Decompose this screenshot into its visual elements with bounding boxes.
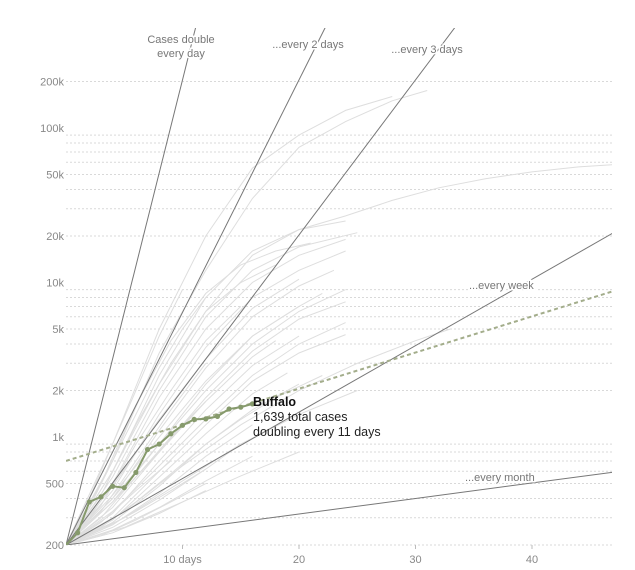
y-tick-label: 200k: [40, 77, 64, 89]
annotation-doubling-rate: doubling every 11 days: [253, 425, 381, 439]
highlight-data-point: [75, 530, 81, 536]
reference-line: [66, 28, 456, 545]
y-tick-label: 2k: [52, 386, 64, 398]
gridlines: 200 500 1k 2k 5k 10k 20k 50k 100k 200k 10 days 20 30…: [40, 77, 612, 566]
background-series-line: [66, 232, 358, 545]
background-series-line: [66, 220, 346, 545]
y-tick-label: 1k: [52, 432, 64, 444]
reference-line: [66, 233, 612, 545]
background-series-line: [66, 483, 207, 545]
highlight-data-point: [144, 446, 151, 453]
highlight-data-point: [238, 404, 244, 410]
reference-line-label: ...every 2 days: [272, 39, 344, 51]
background-series-line: [66, 451, 300, 545]
highlight-data-point: [214, 413, 221, 419]
x-tick-label: 30: [409, 554, 421, 566]
y-tick-label: 10k: [46, 278, 64, 290]
y-tick-label: 5k: [52, 324, 64, 336]
y-tick-label: 50k: [46, 170, 64, 182]
highlight-data-point: [203, 416, 209, 422]
highlight-data-point: [249, 401, 255, 407]
annotation-title: Buffalo: [253, 395, 296, 409]
x-tick-label: 10 days: [163, 554, 202, 566]
highlight-trend-line: [66, 290, 612, 462]
background-series-line: [66, 460, 172, 545]
annotation-total-cases: 1,639 total cases: [253, 410, 348, 424]
background-series-line: [66, 468, 207, 545]
background-series-line: [66, 383, 300, 545]
background-series-line: [66, 305, 300, 545]
background-series-line: [66, 375, 323, 545]
highlight-data-point: [121, 485, 127, 491]
background-series-line: [66, 96, 393, 545]
reference-line: [66, 471, 612, 545]
background-series-line: [66, 362, 207, 545]
reference-line-label: ...every month: [465, 472, 535, 484]
x-tick-label: 40: [526, 554, 538, 566]
highlight-data-point: [191, 416, 197, 423]
highlight-data-point: [156, 441, 162, 447]
reference-lines-group: [66, 28, 612, 545]
highlight-data-point: [98, 494, 104, 500]
background-series-line: [66, 289, 346, 545]
y-tick-label: 200: [46, 540, 64, 552]
highlight-data-point: [133, 469, 139, 476]
background-series-line: [66, 90, 428, 545]
reference-line-label: ...every week: [469, 280, 534, 292]
reference-line-label: ...every 3 days: [391, 44, 463, 56]
background-series-line: [66, 306, 242, 545]
reference-line: [66, 28, 197, 545]
y-tick-label: 20k: [46, 231, 64, 243]
highlight-data-point: [110, 483, 116, 489]
reference-line-label: every day: [157, 48, 205, 60]
highlight-data-point: [66, 542, 69, 545]
highlight-data-point: [168, 431, 174, 437]
highlight-series-group: [66, 290, 612, 545]
reference-line: [66, 28, 326, 545]
highlight-data-point: [226, 406, 232, 412]
reference-line-label: Cases double: [147, 34, 214, 46]
labels-group: Buffalo 1,639 total cases doubling every…: [146, 33, 536, 486]
background-series-line: [66, 443, 242, 545]
background-series-line: [66, 250, 346, 545]
background-series-line: [66, 242, 311, 545]
y-tick-label: 500: [46, 479, 64, 491]
x-tick-label: 20: [293, 554, 305, 566]
background-series-line: [66, 238, 346, 545]
y-tick-label: 100k: [40, 123, 64, 135]
background-series-line: [66, 301, 346, 545]
highlight-data-point: [86, 499, 92, 505]
highlight-data-point: [179, 422, 186, 428]
